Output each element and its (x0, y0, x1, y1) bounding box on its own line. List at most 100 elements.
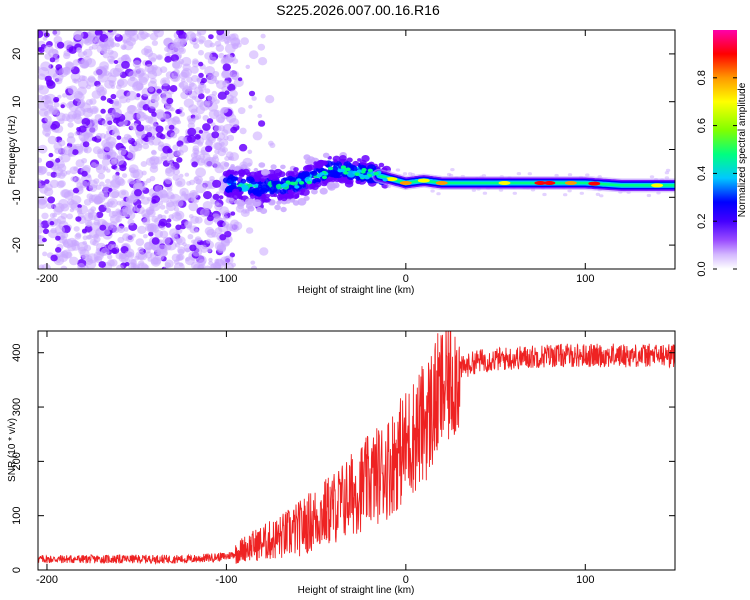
heatmap-cell (223, 255, 234, 265)
heatmap-cell (176, 120, 182, 125)
heatmap-cell (72, 187, 80, 194)
snr-ytick-label: 0 (11, 567, 23, 573)
heatmap-cell (196, 31, 202, 37)
heatmap-cell (332, 165, 338, 171)
heatmap-cell (226, 171, 231, 175)
heatmap-cell (87, 179, 98, 189)
heatmap-cell (199, 263, 206, 269)
heatmap-cell (124, 262, 130, 267)
heatmap-cell (402, 172, 408, 176)
heatmap-cell (151, 40, 158, 46)
heatmap-peak (337, 168, 343, 173)
heatmap-cell (141, 48, 149, 56)
heatmap-cell (41, 263, 51, 269)
heatmap-cell (93, 251, 104, 261)
heatmap-cell (46, 202, 54, 210)
snr-ytick-label: 100 (11, 507, 23, 525)
heatmap-cell (145, 207, 155, 215)
heatmap-cell (86, 193, 94, 200)
heatmap-cell (187, 86, 193, 91)
heatmap-cell (294, 194, 300, 199)
heatmap-cell (204, 66, 216, 76)
heatmap-cell (280, 206, 287, 213)
heatmap-cell (204, 52, 213, 60)
heatmap-cell (38, 30, 44, 39)
heatmap-cell (38, 165, 47, 176)
heatmap-cell (113, 60, 119, 64)
heatmap-cell (595, 192, 601, 196)
heatmap-cell (232, 221, 243, 231)
heatmap-cell (62, 93, 67, 98)
heatmap-cell (319, 187, 328, 195)
heatmap-cell (163, 243, 172, 251)
heatmap-cell (138, 260, 145, 266)
heatmap-cell (105, 178, 111, 184)
heatmap-cell (191, 95, 197, 100)
heatmap-cell (258, 120, 266, 127)
heatmap-cell (100, 48, 108, 55)
heatmap-cell (192, 145, 200, 152)
heatmap-cell (127, 251, 135, 259)
heatmap-cell (300, 188, 310, 196)
heatmap-cell (53, 101, 60, 108)
heatmap-cell (147, 98, 159, 109)
heatmap-cell (191, 117, 197, 122)
heatmap-cell (98, 261, 106, 268)
heatmap-cell (217, 137, 222, 142)
heatmap-cell (163, 266, 169, 269)
snr-xtick-label: 0 (403, 574, 409, 586)
heatmap-cell (253, 189, 261, 196)
heatmap-cell (164, 56, 172, 63)
heatmap-cell (261, 197, 267, 203)
heatmap-cell (226, 94, 234, 102)
heatmap-cell (53, 142, 63, 151)
heatmap-cell (214, 201, 220, 206)
heatmap-cell (74, 92, 85, 102)
heatmap-cell (599, 194, 604, 198)
heatmap-cell (100, 95, 107, 101)
heatmap-cell (161, 155, 168, 162)
heatmap-cell (126, 90, 138, 101)
heatmap-cell (201, 244, 207, 250)
heatmap-cell (119, 164, 127, 172)
heatmap-cell (38, 108, 49, 117)
heatmap-cell (128, 70, 137, 79)
heatmap-cell (81, 158, 88, 164)
heatmap-cell (85, 259, 97, 269)
heatmap-cell (85, 99, 93, 106)
heatmap-cell (164, 259, 174, 268)
heatmap-peak (327, 166, 334, 171)
heatmap-cell (258, 57, 268, 66)
heatmap-cell (101, 158, 111, 166)
heatmap-cell (187, 234, 194, 240)
heatmap-cell (86, 221, 92, 227)
heatmap-cell (276, 200, 282, 205)
heatmap-cell (146, 223, 157, 233)
heatmap-cell (203, 191, 212, 200)
heatmap-cell (223, 54, 234, 64)
heatmap-cell (210, 75, 217, 82)
heatmap-cell (224, 156, 230, 161)
heatmap-cell (172, 44, 180, 52)
heatmap-cell (115, 167, 121, 172)
heatmap-ytick-label: -20 (11, 237, 23, 253)
snr-xlabel: Height of straight line (km) (298, 585, 415, 596)
heatmap-peak (285, 180, 291, 184)
heatmap-cell (151, 111, 157, 117)
heatmap-cell (105, 112, 115, 122)
heatmap-cell (188, 104, 198, 113)
heatmap-cell (107, 30, 114, 33)
heatmap-cell (192, 60, 200, 68)
heatmap-cell (210, 213, 221, 223)
heatmap-cell (44, 44, 54, 54)
heatmap-cell (159, 230, 169, 239)
heatmap-cell (173, 259, 180, 265)
heatmap-cell (226, 134, 235, 142)
heatmap-cell (233, 171, 239, 176)
heatmap-cell (56, 180, 65, 189)
heatmap-cell (93, 198, 102, 205)
heatmap-cell (136, 108, 142, 114)
heatmap-cell (115, 33, 120, 38)
heatmap-peak (289, 181, 296, 186)
heatmap-cell (143, 114, 149, 120)
